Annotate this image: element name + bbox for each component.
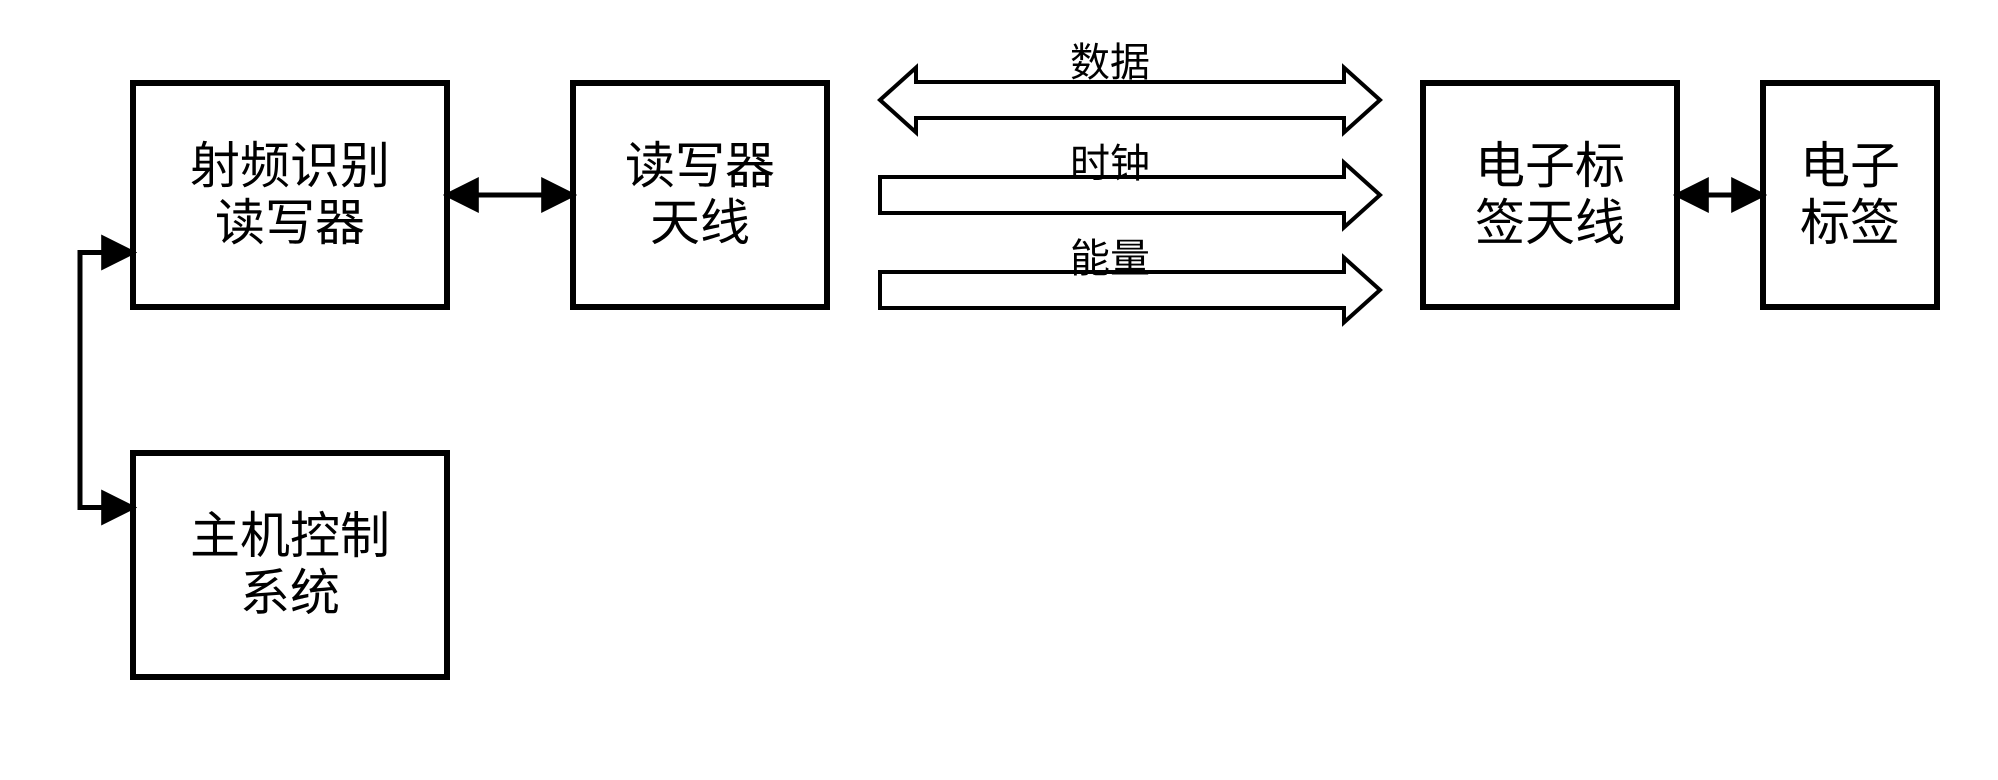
connector-reader-host xyxy=(80,253,130,508)
thin-connectors xyxy=(0,0,1998,780)
diagram-canvas: 射频识别 读写器读写器 天线电子标 签天线电子 标签主机控制 系统数据时钟能量 xyxy=(0,0,1998,780)
